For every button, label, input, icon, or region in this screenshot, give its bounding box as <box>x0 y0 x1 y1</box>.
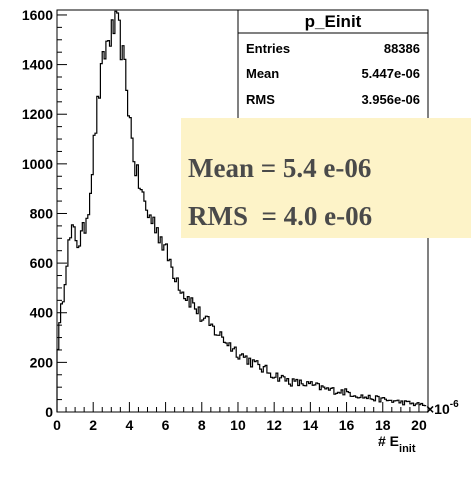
y-tick-label: 1600 <box>22 7 53 23</box>
x-tick-label: 2 <box>89 417 97 433</box>
stats-title: p_Einit <box>305 12 362 31</box>
x-tick-label: 10 <box>230 417 246 433</box>
y-tick-label: 800 <box>30 205 54 221</box>
x-tick-label: 20 <box>411 417 427 433</box>
stats-box: p_Einit Entries 88386 Mean 5.447e-06 RMS… <box>237 9 429 127</box>
stats-entries-value: 88386 <box>384 41 420 56</box>
y-tick-label: 1000 <box>22 156 53 172</box>
annotation-mean: Mean = 5.4 e-06 <box>188 153 371 183</box>
y-axis: 0 200 400 600 800 1000 1200 1400 1600 <box>22 7 67 420</box>
x-tick-label: 14 <box>303 417 319 433</box>
y-tick-label: 1200 <box>22 106 53 122</box>
x-tick-label: 18 <box>375 417 391 433</box>
x-tick-label: 16 <box>339 417 355 433</box>
x-axis: 0 2 4 6 8 10 12 14 16 18 20 <box>53 402 429 433</box>
y-tick-label: 600 <box>30 255 54 271</box>
x-exponent: ×10-6 <box>426 399 459 417</box>
y-tick-label: 200 <box>30 354 54 370</box>
y-tick-label: 1400 <box>22 57 53 73</box>
x-axis-label: # Einit <box>378 433 416 455</box>
y-tick-label: 400 <box>30 305 54 321</box>
stats-rms-label: RMS <box>246 92 275 107</box>
y-tick-label: 0 <box>45 404 53 420</box>
x-tick-label: 4 <box>125 417 133 433</box>
histogram-line <box>56 10 427 412</box>
x-tick-label: 0 <box>53 417 61 433</box>
annotation-rms: RMS = 4.0 e-06 <box>188 201 372 231</box>
annotation-box: Mean = 5.4 e-06 RMS = 4.0 e-06 <box>181 118 471 238</box>
stats-entries-label: Entries <box>246 41 290 56</box>
x-tick-label: 12 <box>266 417 282 433</box>
x-tick-label: 8 <box>198 417 206 433</box>
stats-rms-value: 3.956e-06 <box>361 92 420 107</box>
stats-mean-value: 5.447e-06 <box>361 66 420 81</box>
stats-mean-label: Mean <box>246 66 279 81</box>
x-tick-label: 6 <box>162 417 170 433</box>
